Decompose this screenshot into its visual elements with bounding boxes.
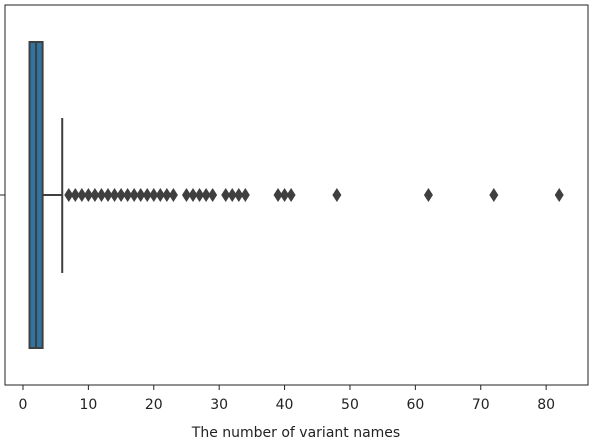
- outlier: [188, 188, 198, 202]
- outlier: [280, 188, 290, 202]
- outlier: [123, 188, 133, 202]
- outlier: [168, 188, 178, 202]
- outlier: [70, 188, 80, 202]
- plot-frame: [4, 4, 589, 386]
- x-tick-label: 30: [210, 397, 228, 413]
- outlier: [273, 188, 283, 202]
- outlier: [142, 188, 152, 202]
- outlier: [554, 188, 564, 202]
- outlier: [227, 188, 237, 202]
- outlier: [195, 188, 205, 202]
- outlier: [64, 188, 74, 202]
- x-tick-label: 40: [276, 397, 294, 413]
- outlier: [221, 188, 231, 202]
- outlier: [96, 188, 106, 202]
- outlier: [77, 188, 87, 202]
- outlier: [489, 188, 499, 202]
- outlier: [162, 188, 172, 202]
- outlier: [286, 188, 296, 202]
- outlier: [208, 188, 218, 202]
- x-tick-label: 50: [341, 397, 359, 413]
- x-tick-label: 0: [19, 397, 28, 413]
- outlier: [149, 188, 159, 202]
- outlier: [201, 188, 211, 202]
- outlier: [423, 188, 433, 202]
- outlier: [83, 188, 93, 202]
- outlier: [90, 188, 100, 202]
- x-tick-label: 70: [472, 397, 490, 413]
- x-tick-label: 20: [145, 397, 163, 413]
- x-tick-label: 80: [537, 397, 555, 413]
- outlier: [155, 188, 165, 202]
- outlier: [116, 188, 126, 202]
- outlier: [181, 188, 191, 202]
- outlier: [110, 188, 120, 202]
- outlier: [332, 188, 342, 202]
- outlier: [129, 188, 139, 202]
- x-tick-label: 60: [406, 397, 424, 413]
- outlier: [136, 188, 146, 202]
- outlier: [103, 188, 113, 202]
- outlier: [234, 188, 244, 202]
- x-axis-label: The number of variant names: [191, 425, 400, 441]
- outlier: [240, 188, 250, 202]
- x-tick-label: 10: [79, 397, 97, 413]
